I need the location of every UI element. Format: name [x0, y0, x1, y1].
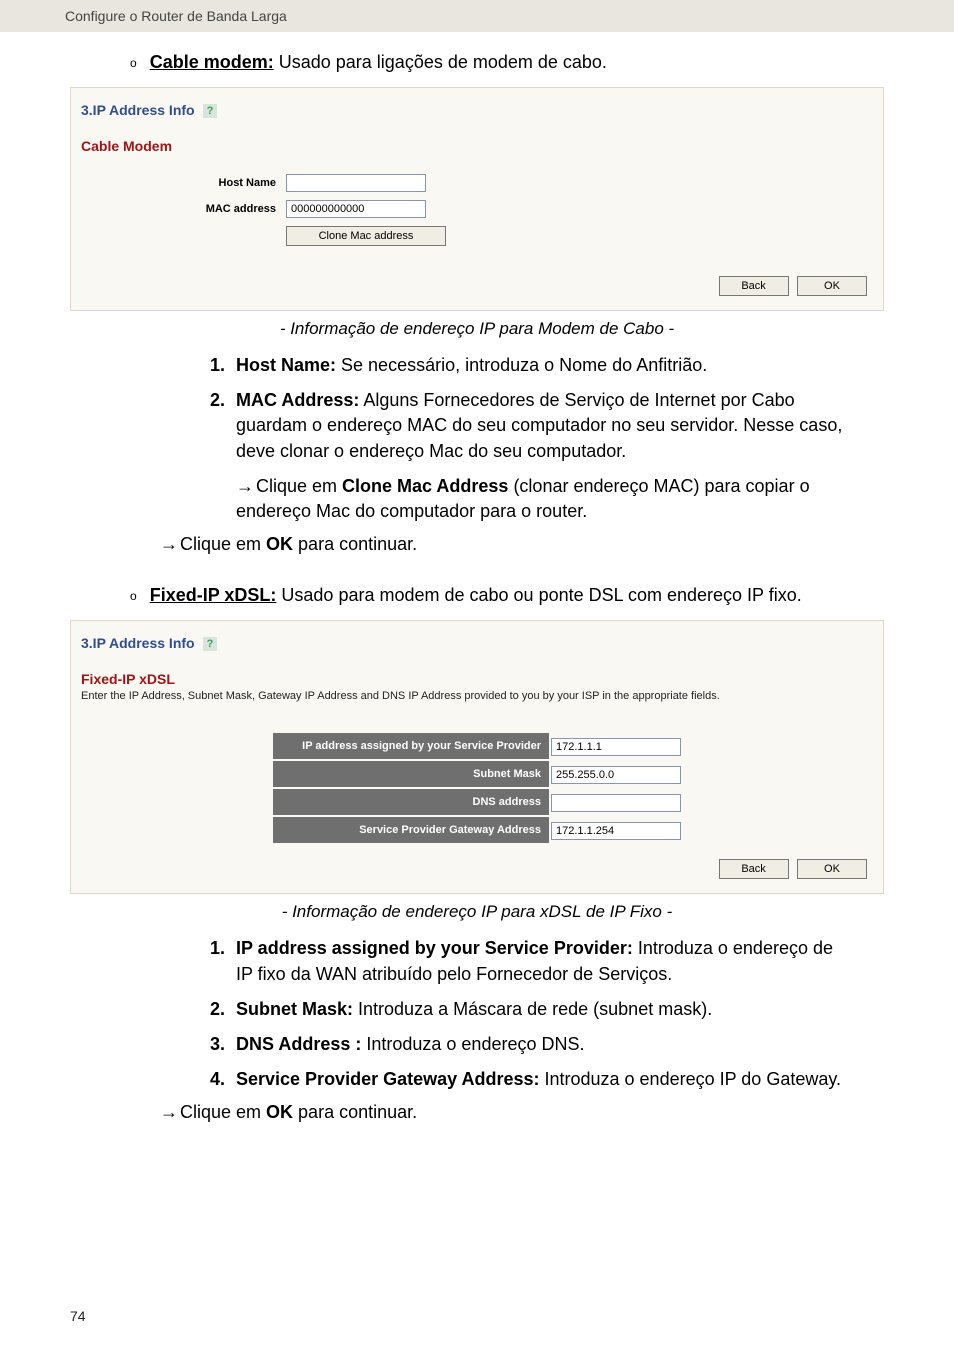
panel2-section-title: 3.IP Address Info	[81, 635, 195, 651]
fixed-ip-table: IP address assigned by your Service Prov…	[271, 731, 683, 845]
host-name-label: Host Name	[141, 177, 286, 189]
ok-continue-line: →Clique em OK para continuar.	[160, 534, 884, 555]
panel-cable-modem: 3.IP Address Info ? Cable Modem Host Nam…	[70, 87, 884, 311]
page-header: Configure o Router de Banda Larga	[0, 0, 954, 32]
bullet-label: Fixed-IP xDSL:	[150, 585, 277, 605]
ip-address-label: IP address assigned by your Service Prov…	[273, 733, 549, 759]
bullet-text: Usado para modem de cabo ou ponte DSL co…	[276, 585, 801, 605]
li-label: DNS Address :	[236, 1034, 361, 1054]
bullet-marker: o	[130, 56, 137, 70]
cable-modem-instructions: Host Name: Se necessário, introduza o No…	[230, 353, 884, 524]
panel-fixed-ip: 3.IP Address Info ? Fixed-IP xDSL Enter …	[70, 620, 884, 894]
fixed-ip-instructions: IP address assigned by your Service Prov…	[230, 936, 884, 1092]
li-text: Introduza o endereço IP do Gateway.	[539, 1069, 841, 1089]
bullet-fixed-ip: o Fixed-IP xDSL: Usado para modem de cab…	[130, 585, 884, 606]
list-item: MAC Address: Alguns Fornecedores de Serv…	[230, 388, 854, 524]
dns-address-label: DNS address	[273, 789, 549, 815]
panel1-subsection-title: Cable Modem	[81, 138, 873, 154]
arrow-icon: →	[160, 1102, 178, 1122]
list-item: Subnet Mask: Introduza a Máscara de rede…	[230, 997, 854, 1022]
panel2-description: Enter the IP Address, Subnet Mask, Gatew…	[81, 689, 873, 703]
ok-button[interactable]: OK	[797, 276, 867, 296]
ok-bold: OK	[266, 1102, 293, 1122]
arrow-pre: Clique em	[256, 476, 342, 496]
list-item: IP address assigned by your Service Prov…	[230, 936, 854, 986]
clone-mac-button[interactable]: Clone Mac address	[286, 226, 446, 246]
bullet-marker: o	[130, 589, 137, 603]
ok-post: para continuar.	[293, 534, 417, 554]
host-name-input[interactable]	[286, 174, 426, 192]
caption-fixed-ip: - Informação de endereço IP para xDSL de…	[70, 902, 884, 922]
bullet-text: Usado para ligações de modem de cabo.	[274, 52, 607, 72]
mac-address-input[interactable]	[286, 200, 426, 218]
list-item: Service Provider Gateway Address: Introd…	[230, 1067, 854, 1092]
li-text: Introduza a Máscara de rede (subnet mask…	[353, 999, 712, 1019]
ok-pre: Clique em	[180, 534, 266, 554]
ok-pre: Clique em	[180, 1102, 266, 1122]
help-icon[interactable]: ?	[203, 637, 217, 651]
gateway-address-input[interactable]	[551, 822, 681, 840]
dns-address-input[interactable]	[551, 794, 681, 812]
list-item: DNS Address : Introduza o endereço DNS.	[230, 1032, 854, 1057]
arrow-icon: →	[236, 476, 254, 496]
subnet-mask-input[interactable]	[551, 766, 681, 784]
panel2-subsection-title: Fixed-IP xDSL	[81, 671, 873, 687]
arrow-icon: →	[160, 534, 178, 554]
ok-button[interactable]: OK	[797, 859, 867, 879]
li-label: Subnet Mask:	[236, 999, 353, 1019]
bullet-label: Cable modem:	[150, 52, 274, 72]
gateway-address-label: Service Provider Gateway Address	[273, 817, 549, 843]
subnet-mask-label: Subnet Mask	[273, 761, 549, 787]
li-text: Introduza o endereço DNS.	[361, 1034, 584, 1054]
li-label: IP address assigned by your Service Prov…	[236, 938, 633, 958]
li-text: Se necessário, introduza o Nome do Anfit…	[336, 355, 707, 375]
panel1-section-title: 3.IP Address Info	[81, 102, 195, 118]
ip-address-input[interactable]	[551, 738, 681, 756]
help-icon[interactable]: ?	[203, 104, 217, 118]
list-item: Host Name: Se necessário, introduza o No…	[230, 353, 854, 378]
arrow-bold: Clone Mac Address	[342, 476, 508, 496]
bullet-cable-modem: o Cable modem: Usado para ligações de mo…	[130, 52, 884, 73]
back-button[interactable]: Back	[719, 276, 789, 296]
ok-post: para continuar.	[293, 1102, 417, 1122]
page-number: 74	[70, 1308, 86, 1324]
li-label: Host Name:	[236, 355, 336, 375]
li-label: MAC Address:	[236, 390, 359, 410]
ok-continue-line-2: →Clique em OK para continuar.	[160, 1102, 884, 1123]
mac-address-label: MAC address	[141, 203, 286, 215]
cable-modem-form: Host Name MAC address Clone Mac address	[141, 174, 873, 246]
ok-bold: OK	[266, 534, 293, 554]
li-label: Service Provider Gateway Address:	[236, 1069, 539, 1089]
caption-cable-modem: - Informação de endereço IP para Modem d…	[70, 319, 884, 339]
back-button[interactable]: Back	[719, 859, 789, 879]
